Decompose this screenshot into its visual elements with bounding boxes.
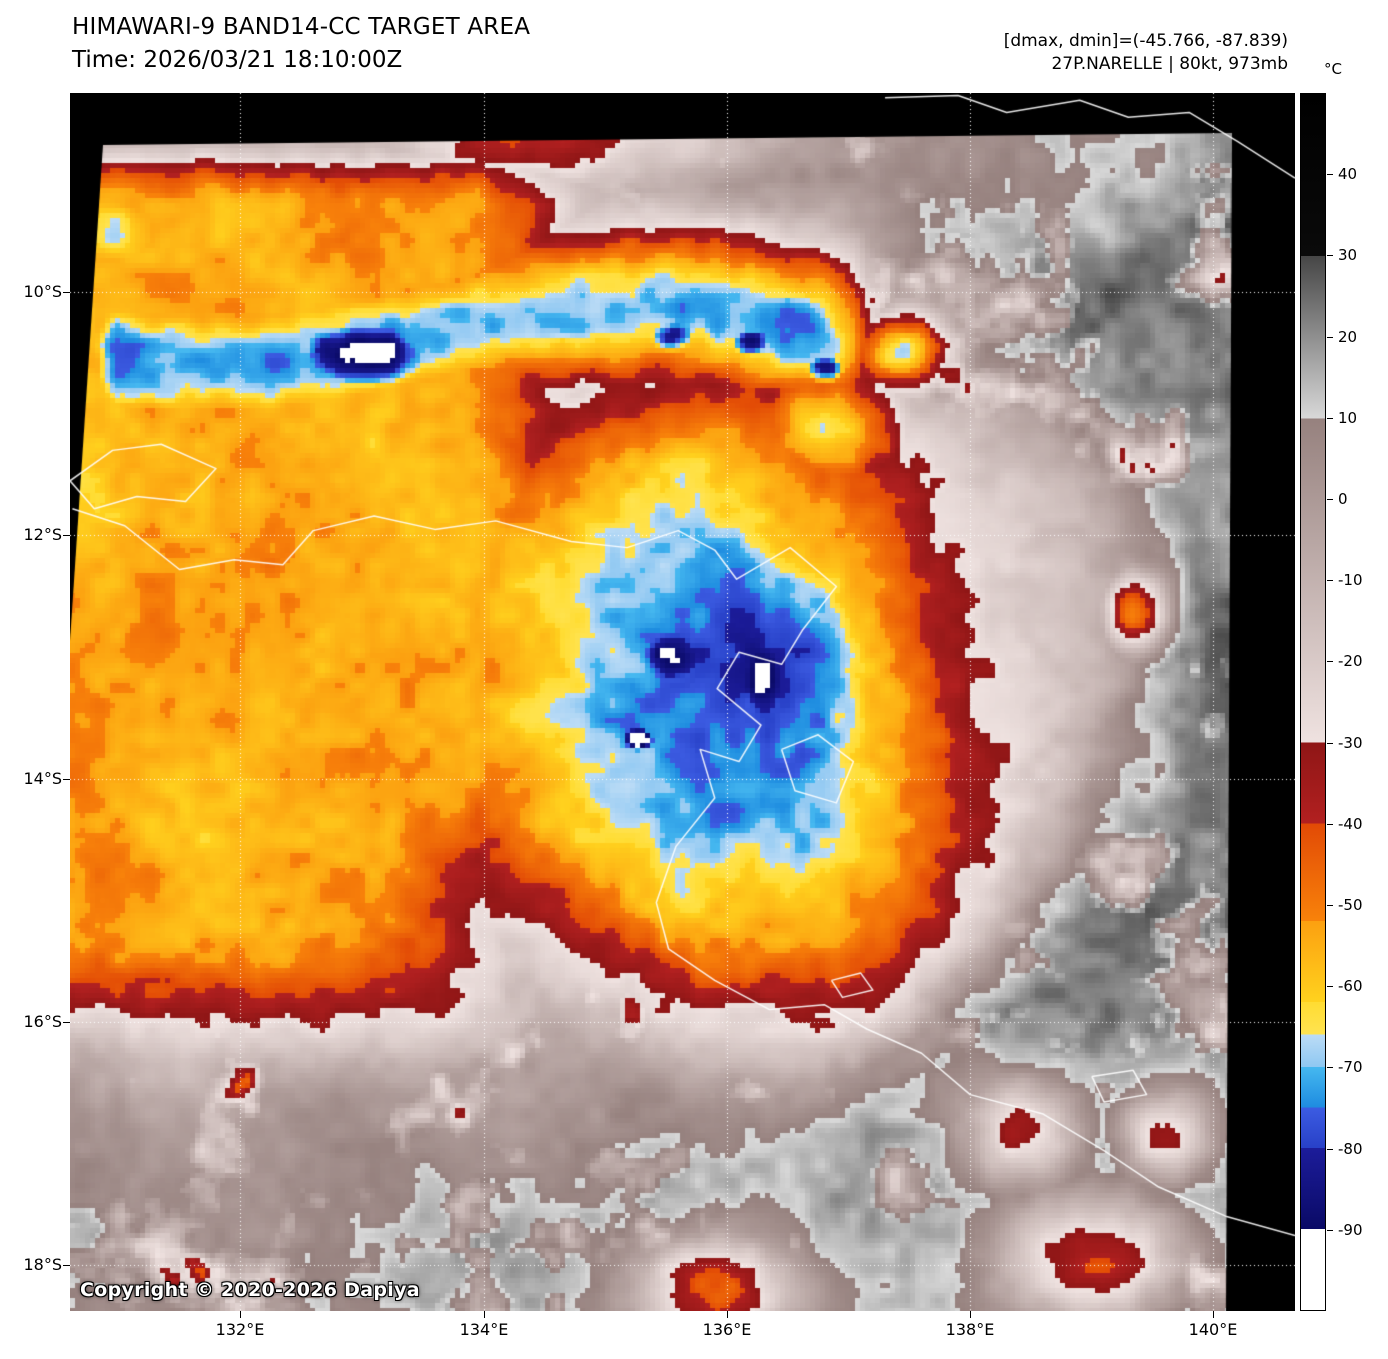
colorbar-tick-label: 0 [1338, 490, 1348, 508]
lon-tick-mark [970, 1311, 971, 1318]
colorbar-tick-mark [1327, 418, 1333, 419]
colorbar-tick-mark [1327, 986, 1333, 987]
colorbar-tick-mark [1327, 743, 1333, 744]
colorbar-tick-mark [1327, 255, 1333, 256]
colorbar-tick-label: -40 [1338, 815, 1363, 833]
lat-tick-mark [63, 779, 70, 780]
dmax-dmin-readout: [dmax, dmin]=(-45.766, -87.839) [1003, 31, 1288, 51]
colorbar-tick-mark [1327, 499, 1333, 500]
copyright-watermark: Copyright © 2020-2026 Dapiya [80, 1279, 420, 1301]
colorbar-tick-label: -60 [1338, 977, 1363, 995]
colorbar-tick-mark [1327, 1230, 1333, 1231]
lat-tick-label: 16°S [23, 1012, 62, 1031]
lon-tick-label: 136°E [702, 1320, 752, 1339]
colorbar-tick-mark [1327, 337, 1333, 338]
colorbar-tick-label: 40 [1338, 165, 1358, 183]
lon-tick-label: 140°E [1188, 1320, 1238, 1339]
colorbar-tick-label: -30 [1338, 734, 1363, 752]
colorbar-tick-mark [1327, 1067, 1333, 1068]
colorbar-tick-label: -80 [1338, 1140, 1363, 1158]
colorbar-gradient [1301, 94, 1325, 1310]
header: HIMAWARI-9 BAND14-CC TARGET AREA Time: 2… [72, 14, 530, 73]
colorbar [1300, 93, 1326, 1311]
lon-tick-mark [484, 1311, 485, 1318]
colorbar-tick-label: -10 [1338, 571, 1363, 589]
lon-tick-mark [727, 1311, 728, 1318]
colorbar-tick-label: 10 [1338, 409, 1358, 427]
product-time: Time: 2026/03/21 18:10:00Z [72, 47, 403, 73]
storm-readout: 27P.NARELLE | 80kt, 973mb [1051, 54, 1288, 74]
lat-tick-mark [63, 1022, 70, 1023]
lat-tick-label: 12°S [23, 525, 62, 544]
colorbar-tick-mark [1327, 905, 1333, 906]
colorbar-tick-mark [1327, 174, 1333, 175]
colorbar-tick-mark [1327, 661, 1333, 662]
lat-tick-mark [63, 535, 70, 536]
header-readouts: [dmax, dmin]=(-45.766, -87.839) 27P.NARE… [1004, 30, 1288, 76]
colorbar-tick-mark [1327, 580, 1333, 581]
lat-tick-mark [63, 292, 70, 293]
product-title: HIMAWARI-9 BAND14-CC TARGET AREA [72, 14, 531, 40]
lat-tick-label: 10°S [23, 282, 62, 301]
colorbar-tick-mark [1327, 824, 1333, 825]
lon-tick-label: 134°E [459, 1320, 509, 1339]
colorbar-tick-label: -20 [1338, 652, 1363, 670]
colorbar-tick-label: 30 [1338, 246, 1358, 264]
lat-tick-mark [63, 1265, 70, 1266]
colorbar-tick-mark [1327, 1149, 1333, 1150]
colorbar-tick-label: -70 [1338, 1058, 1363, 1076]
lon-tick-mark [240, 1311, 241, 1318]
colorbar-tick-label: 20 [1338, 328, 1358, 346]
satellite-image-canvas [70, 93, 1295, 1311]
colorbar-unit-label: °C [1324, 60, 1342, 78]
colorbar-tick-label: -50 [1338, 896, 1363, 914]
lon-tick-mark [1213, 1311, 1214, 1318]
lat-tick-label: 18°S [23, 1255, 62, 1274]
lat-tick-label: 14°S [23, 769, 62, 788]
lon-tick-label: 138°E [945, 1320, 995, 1339]
lon-tick-label: 132°E [215, 1320, 265, 1339]
map-plot: Copyright © 2020-2026 Dapiya [70, 93, 1295, 1311]
colorbar-tick-label: -90 [1338, 1221, 1363, 1239]
